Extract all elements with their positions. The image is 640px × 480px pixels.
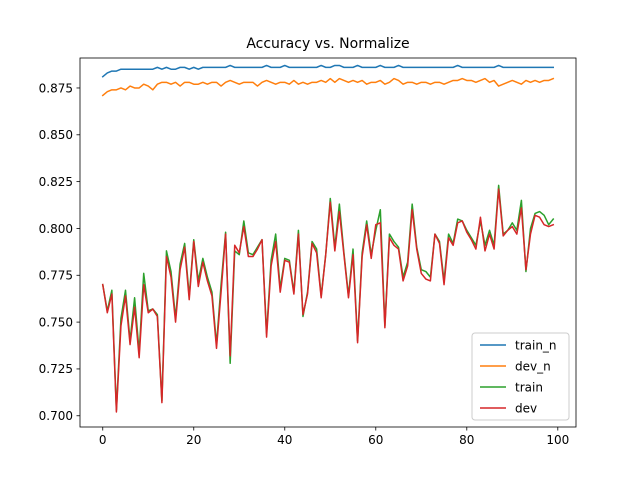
x-tick-label: 80 — [459, 433, 474, 447]
y-tick-label: 0.825 — [39, 175, 73, 189]
x-tick-label: 40 — [277, 433, 292, 447]
y-axis: 0.700 0.725 0.750 0.775 0.800 0.825 0.850 0.875 — [39, 81, 80, 423]
series-line-train-n — [101, 64, 554, 78]
x-tick-label: 100 — [546, 433, 569, 447]
y-tick-label: 0.725 — [39, 362, 73, 376]
y-tick-label: 0.875 — [39, 81, 73, 95]
series-line-dev-n — [101, 77, 555, 97]
y-tick-label: 0.775 — [39, 269, 73, 283]
legend-label-dev: dev — [515, 401, 537, 415]
legend-label-train: train — [515, 380, 543, 394]
y-tick-label: 0.800 — [39, 222, 73, 236]
y-tick-label: 0.850 — [39, 128, 73, 142]
chart-title: Accuracy vs. Normalize — [246, 36, 409, 52]
legend-label-train-n: train_n — [515, 338, 557, 352]
plot-frame — [79, 57, 577, 428]
y-tick-label: 0.700 — [39, 409, 73, 423]
legend-label-dev-n: dev_n — [515, 359, 551, 373]
legend-box — [471, 332, 570, 421]
x-axis: 0 20 40 60 80 100 — [99, 427, 569, 447]
plot-area — [79, 57, 577, 428]
x-tick-label: 60 — [368, 433, 383, 447]
x-tick-label: 0 — [99, 433, 107, 447]
series-line-dev — [101, 188, 555, 413]
y-tick-label: 0.750 — [39, 315, 73, 329]
x-tick-label: 20 — [186, 433, 201, 447]
